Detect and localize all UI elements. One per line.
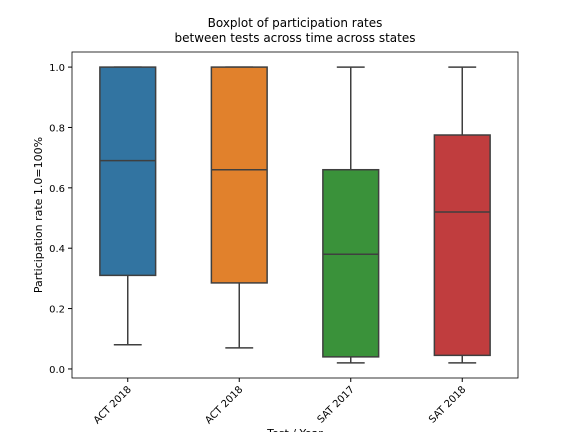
box	[433, 134, 491, 357]
y-tick-label: 0.0	[49, 365, 65, 376]
chart-title: Boxplot of participation rates	[208, 16, 383, 30]
x-axis-label: Test / Year	[266, 427, 323, 432]
x-tick-label: SAT 2017	[316, 384, 357, 425]
box	[210, 66, 268, 284]
box	[322, 168, 380, 358]
x-tick-label: SAT 2018	[427, 384, 468, 425]
y-tick-label: 0.4	[49, 244, 65, 255]
chart-title: between tests across time across states	[175, 31, 416, 45]
y-tick-label: 0.2	[49, 305, 65, 316]
y-tick-label: 0.6	[49, 184, 65, 195]
x-tick-label: ACT 2018	[203, 384, 245, 426]
y-tick-label: 0.8	[49, 123, 65, 134]
y-axis-label: Participation rate 1.0=100%	[32, 137, 45, 293]
plot-frame	[71, 51, 519, 379]
box	[99, 66, 157, 277]
y-tick-label: 1.0	[49, 63, 65, 74]
x-tick-label: ACT 2018	[92, 384, 134, 426]
